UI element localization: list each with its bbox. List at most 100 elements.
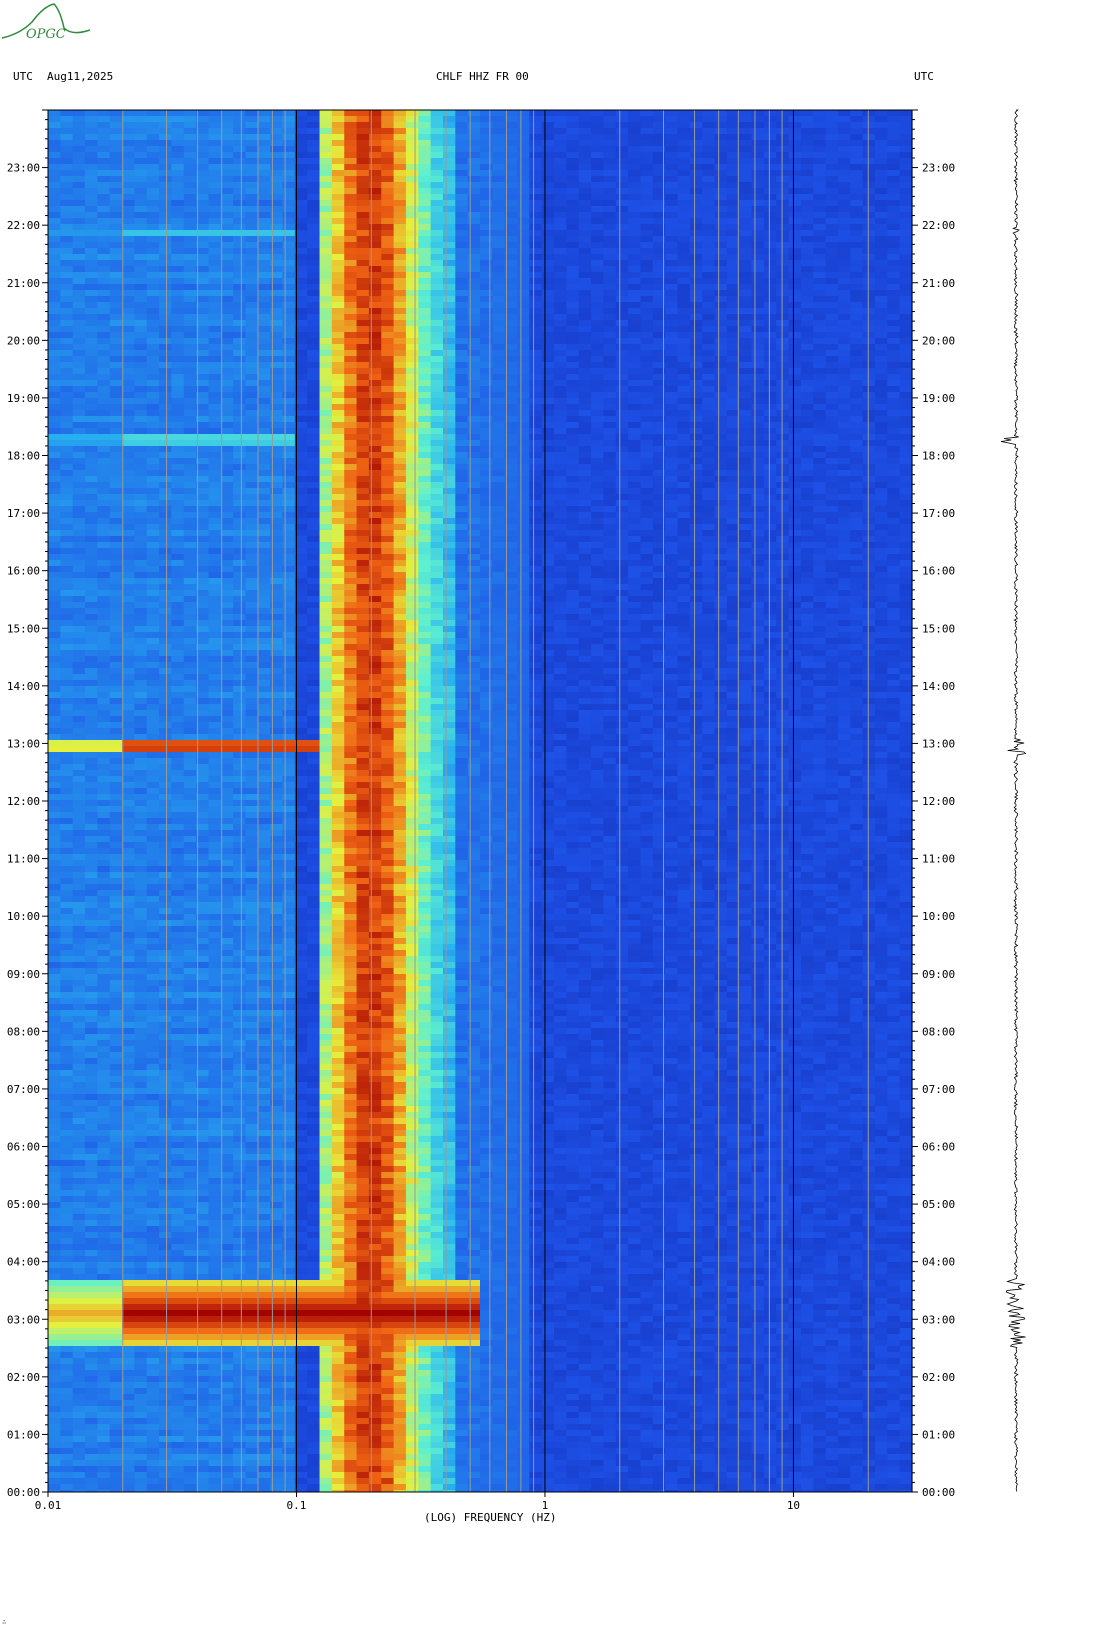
heatmap-cell	[899, 140, 913, 146]
heatmap-cell	[603, 422, 617, 428]
heatmap-cell	[788, 224, 802, 230]
heatmap-cell	[331, 206, 345, 212]
heatmap-cell	[628, 308, 642, 314]
heatmap-cell	[887, 194, 901, 200]
heatmap-cell	[480, 176, 493, 182]
heatmap-cell	[282, 374, 296, 380]
heatmap-cell	[442, 170, 456, 176]
heatmap-cell	[541, 176, 555, 182]
heatmap-cell	[591, 260, 605, 266]
heatmap-cell	[874, 476, 888, 482]
heatmap-cell	[48, 500, 61, 506]
heatmap-cell	[344, 122, 358, 128]
heatmap-cell	[233, 296, 247, 302]
heatmap-cell	[492, 344, 506, 350]
heatmap-cell	[368, 134, 382, 140]
heatmap-cell	[381, 440, 395, 446]
heatmap-cell	[134, 266, 148, 272]
heatmap-cell	[702, 524, 716, 530]
heatmap-cell	[196, 224, 210, 230]
heatmap-cell	[245, 200, 259, 206]
heatmap-cell	[615, 320, 629, 326]
heatmap-cell	[307, 314, 321, 320]
heatmap-cell	[578, 446, 592, 452]
heatmap-cell	[739, 326, 753, 332]
heatmap-cell	[788, 386, 802, 392]
heatmap-cell	[146, 200, 160, 206]
heatmap-cell	[171, 398, 185, 404]
heatmap-cell	[245, 212, 259, 218]
heatmap-cell	[393, 230, 407, 236]
heatmap-cell	[381, 158, 395, 164]
heatmap-cell	[714, 350, 728, 356]
heatmap-cell	[85, 356, 98, 362]
heatmap-cell	[628, 272, 642, 278]
heatmap-cell	[196, 362, 210, 368]
heatmap-cell	[702, 482, 716, 488]
heatmap-cell	[331, 464, 345, 470]
heatmap-cell	[467, 194, 481, 200]
heatmap-cell	[578, 422, 592, 428]
heatmap-cell	[134, 410, 148, 416]
heatmap-cell	[541, 398, 555, 404]
heatmap-cell	[455, 326, 469, 332]
heatmap-cell	[72, 182, 86, 188]
heatmap-cell	[356, 416, 370, 422]
heatmap-cell	[529, 374, 543, 380]
heatmap-cell	[393, 410, 407, 416]
heatmap-cell	[603, 512, 617, 518]
heatmap-cell	[640, 362, 654, 368]
heatmap-cell	[554, 380, 567, 386]
heatmap-cell	[714, 248, 728, 254]
heatmap-cell	[418, 380, 432, 386]
heatmap-cell	[615, 236, 629, 242]
heatmap-cell	[665, 440, 679, 446]
heatmap-cell	[689, 188, 703, 194]
heatmap-cell	[714, 422, 728, 428]
heatmap-cell	[171, 320, 185, 326]
heatmap-cell	[282, 458, 296, 464]
heatmap-cell	[800, 176, 814, 182]
heatmap-cell	[393, 422, 407, 428]
heatmap-cell	[159, 530, 173, 536]
heatmap-cell	[171, 494, 185, 500]
heatmap-cell	[442, 440, 456, 446]
heatmap-cell	[517, 164, 530, 170]
heatmap-cell	[307, 290, 321, 296]
heatmap-cell	[529, 392, 543, 398]
heatmap-cell	[294, 230, 308, 236]
heatmap-cell	[122, 530, 135, 536]
heatmap-cell	[776, 320, 790, 326]
heatmap-cell	[837, 470, 851, 476]
heatmap-cell	[72, 386, 86, 392]
heatmap-cell	[837, 116, 851, 122]
heatmap-cell	[541, 512, 555, 518]
heatmap-cell	[368, 464, 382, 470]
heatmap-cell	[640, 116, 654, 122]
heatmap-cell	[776, 128, 790, 134]
heatmap-cell	[393, 470, 407, 476]
heatmap-cell	[862, 128, 876, 134]
heatmap-cell	[591, 266, 605, 272]
heatmap-cell	[97, 344, 111, 350]
heatmap-cell	[504, 206, 518, 212]
heatmap-cell	[319, 416, 333, 422]
heatmap-cell	[899, 128, 913, 134]
heatmap-cell	[344, 110, 358, 116]
heatmap-cell	[282, 356, 296, 362]
heatmap-cell	[603, 452, 617, 458]
heatmap-cell	[455, 182, 469, 188]
heatmap-cell	[665, 452, 679, 458]
heatmap-cell	[628, 332, 642, 338]
heatmap-cell	[418, 140, 432, 146]
heatmap-cell	[455, 260, 469, 266]
heatmap-cell	[825, 494, 839, 500]
heatmap-cell	[134, 404, 148, 410]
heatmap-cell	[874, 326, 888, 332]
heatmap-cell	[665, 332, 679, 338]
heatmap-cell	[183, 458, 197, 464]
heatmap-cell	[233, 308, 247, 314]
heatmap-cell	[319, 260, 333, 266]
heatmap-cell	[467, 452, 481, 458]
heatmap-cell	[887, 488, 901, 494]
